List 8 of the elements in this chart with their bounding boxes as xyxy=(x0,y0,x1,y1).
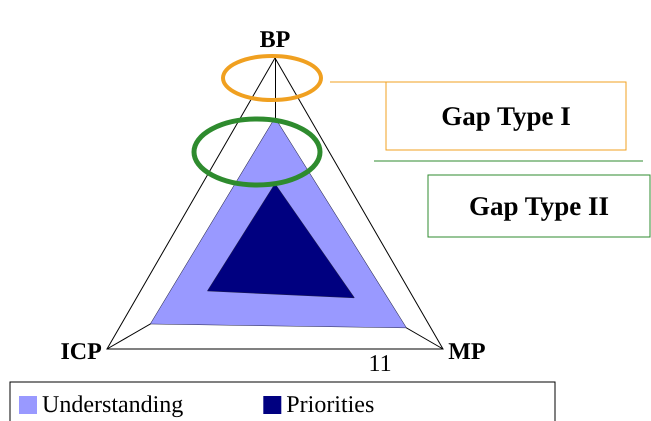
legend-label: Understanding xyxy=(42,392,184,418)
spoke-label: ICP xyxy=(60,339,102,365)
spoke-label: MP xyxy=(448,339,486,365)
spoke-label: BP xyxy=(260,27,290,53)
text: Gap Type II xyxy=(468,191,610,221)
legend-label: Priorities xyxy=(286,392,374,418)
text: Gap Type I xyxy=(441,101,571,131)
text: 11 xyxy=(368,351,392,377)
